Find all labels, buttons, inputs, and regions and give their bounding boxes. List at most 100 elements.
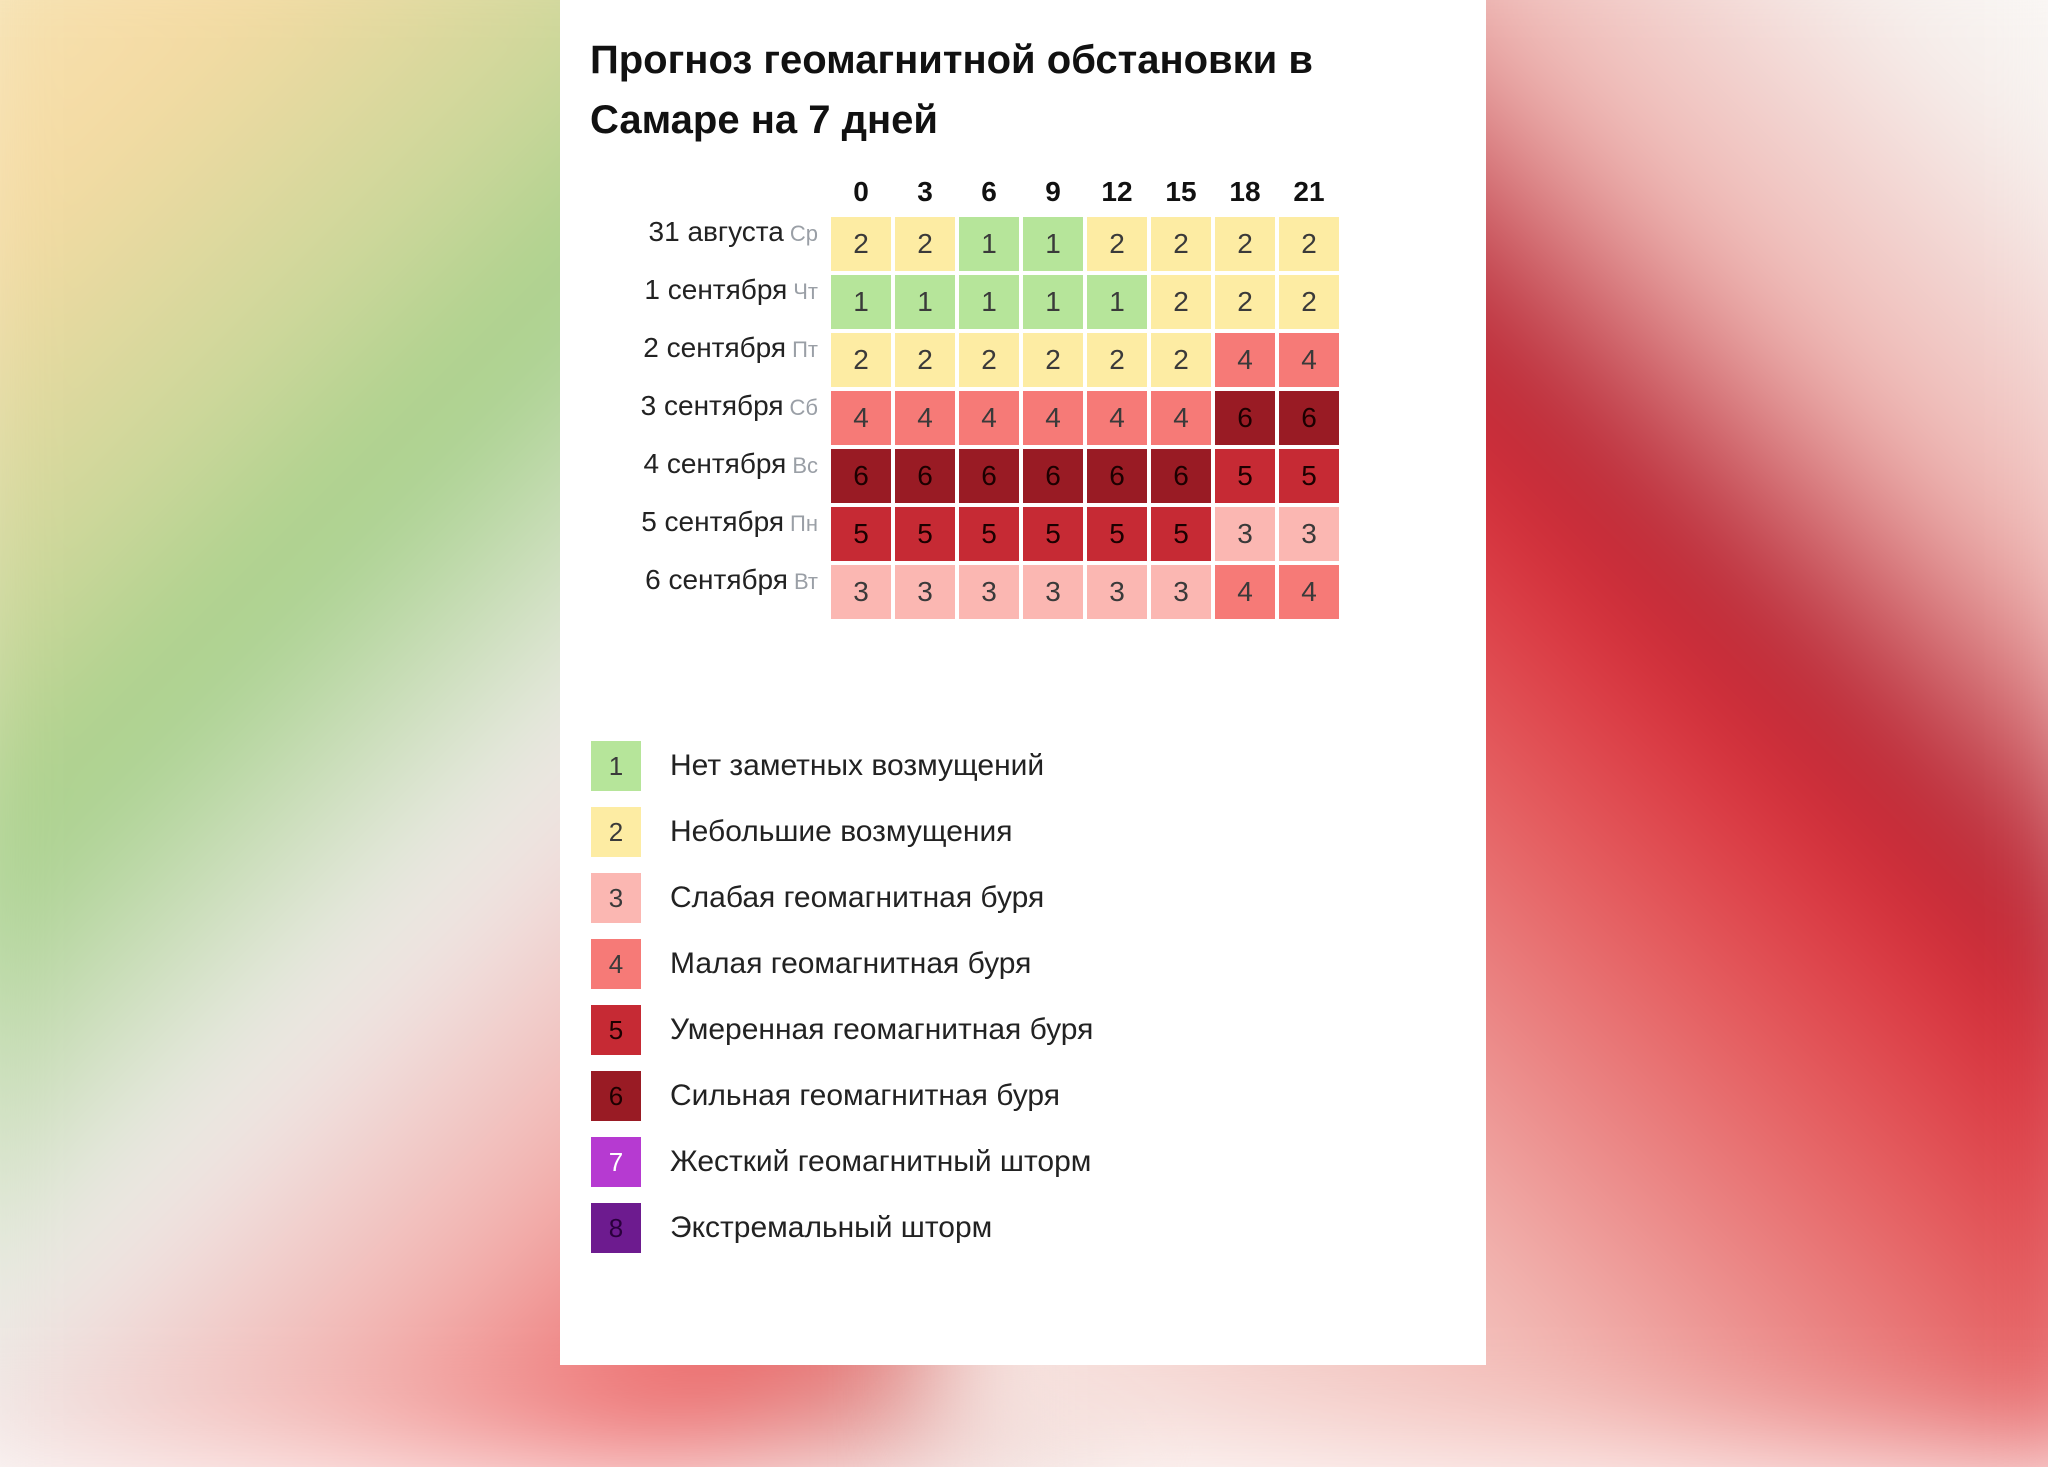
heatmap-cell: 5 [894, 506, 956, 562]
heatmap-cell: 2 [1278, 274, 1340, 330]
hour-header: 18 [1214, 176, 1276, 208]
row-day-of-week: Вт [794, 569, 818, 595]
heatmap-cell: 2 [1214, 274, 1276, 330]
heatmap-cell: 5 [1022, 506, 1084, 562]
row-day-of-week: Пн [790, 511, 818, 537]
legend-row: 1 Нет заметных возмущений [590, 740, 1456, 792]
legend-swatch: 2 [590, 806, 642, 858]
legend-swatch: 4 [590, 938, 642, 990]
hours-header-row: 036912151821 [590, 176, 1456, 208]
heatmap-cell: 2 [1086, 216, 1148, 272]
heatmap-cell: 4 [894, 390, 956, 446]
legend-swatch: 5 [590, 1004, 642, 1056]
hour-header: 6 [958, 176, 1020, 208]
row-label: 3 сентябряСб [590, 390, 830, 446]
legend-swatch: 7 [590, 1136, 642, 1188]
row-date: 4 сентября [643, 448, 786, 480]
table-row: 4 сентябряВс66666655 [590, 448, 1456, 504]
heatmap-cell: 5 [958, 506, 1020, 562]
legend-label: Малая геомагнитная буря [670, 947, 1031, 981]
legend-label: Жесткий геомагнитный шторм [670, 1145, 1091, 1179]
legend-label: Экстремальный шторм [670, 1211, 992, 1245]
legend: 1 Нет заметных возмущений 2 Небольшие возму… [590, 740, 1456, 1254]
heatmap-cell: 6 [1278, 390, 1340, 446]
heatmap-cell: 4 [1086, 390, 1148, 446]
legend-label: Небольшие возмущения [670, 815, 1012, 849]
heatmap-cell: 3 [1278, 506, 1340, 562]
legend-label: Нет заметных возмущений [670, 749, 1044, 783]
row-label: 6 сентябряВт [590, 564, 830, 620]
row-date: 2 сентября [643, 332, 786, 364]
card-title: Прогноз геомагнитной обстановки в Самаре… [590, 30, 1456, 150]
row-day-of-week: Вс [792, 453, 818, 479]
row-day-of-week: Чт [793, 279, 818, 305]
legend-row: 3Слабая геомагнитная буря [590, 872, 1456, 924]
row-day-of-week: Сб [790, 395, 819, 421]
heatmap-cell: 4 [1214, 332, 1276, 388]
heatmap-cell: 5 [830, 506, 892, 562]
legend-row: 2 Небольшие возмущения [590, 806, 1456, 858]
legend-swatch: 8 [590, 1202, 642, 1254]
row-label: 2 сентябряПт [590, 332, 830, 388]
heatmap-cell: 3 [830, 564, 892, 620]
heatmap-grid: 036912151821 31 августаСр221122221 сентя… [590, 176, 1456, 620]
table-row: 6 сентябряВт33333344 [590, 564, 1456, 620]
heatmap-cell: 2 [830, 216, 892, 272]
table-row: 3 сентябряСб44444466 [590, 390, 1456, 446]
legend-row: 4 Малая геомагнитная буря [590, 938, 1456, 990]
legend-row: 7 Жесткий геомагнитный шторм [590, 1136, 1456, 1188]
heatmap-cell: 1 [1022, 216, 1084, 272]
table-row: 31 августаСр22112222 [590, 216, 1456, 272]
heatmap-cell: 2 [958, 332, 1020, 388]
heatmap-cell: 6 [1086, 448, 1148, 504]
hour-header: 0 [830, 176, 892, 208]
heatmap-cell: 3 [1086, 564, 1148, 620]
heatmap-cell: 3 [1214, 506, 1276, 562]
heatmap-cell: 6 [830, 448, 892, 504]
row-label: 4 сентябряВс [590, 448, 830, 504]
heatmap-cell: 2 [1150, 332, 1212, 388]
heatmap-cell: 2 [894, 216, 956, 272]
heatmap-cell: 2 [830, 332, 892, 388]
heatmap-cell: 5 [1150, 506, 1212, 562]
table-row: 5 сентябряПн55555533 [590, 506, 1456, 562]
forecast-card: Прогноз геомагнитной обстановки в Самаре… [560, 0, 1486, 1365]
heatmap-cell: 4 [1022, 390, 1084, 446]
legend-row: 5Умеренная геомагнитная буря [590, 1004, 1456, 1056]
row-date: 3 сентября [641, 390, 784, 422]
row-date: 1 сентября [644, 274, 787, 306]
legend-swatch: 1 [590, 740, 642, 792]
row-date: 6 сентября [645, 564, 788, 596]
hour-header: 3 [894, 176, 956, 208]
heatmap-cell: 3 [894, 564, 956, 620]
heatmap-cell: 4 [830, 390, 892, 446]
row-day-of-week: Ср [790, 221, 818, 247]
heatmap-cell: 6 [1022, 448, 1084, 504]
heatmap-cell: 3 [1022, 564, 1084, 620]
heatmap-cell: 1 [958, 274, 1020, 330]
heatmap-cell: 4 [1278, 564, 1340, 620]
hour-header: 21 [1278, 176, 1340, 208]
row-date: 31 августа [649, 216, 784, 248]
heatmap-cell: 4 [1278, 332, 1340, 388]
row-label: 5 сентябряПн [590, 506, 830, 562]
heatmap-cell: 3 [958, 564, 1020, 620]
heatmap-cell: 4 [1150, 390, 1212, 446]
heatmap-cell: 6 [894, 448, 956, 504]
heatmap-cell: 5 [1086, 506, 1148, 562]
hour-header: 15 [1150, 176, 1212, 208]
heatmap-cell: 1 [1086, 274, 1148, 330]
heatmap-cell: 5 [1278, 448, 1340, 504]
heatmap-cell: 5 [1214, 448, 1276, 504]
row-label: 31 августаСр [590, 216, 830, 272]
hour-header: 9 [1022, 176, 1084, 208]
legend-label: Сильная геомагнитная буря [670, 1079, 1060, 1113]
heatmap-cell: 1 [894, 274, 956, 330]
heatmap-cell: 2 [1278, 216, 1340, 272]
row-label: 1 сентябряЧт [590, 274, 830, 330]
heatmap-cell: 4 [1214, 564, 1276, 620]
heatmap-cell: 4 [958, 390, 1020, 446]
heatmap-cell: 2 [1150, 216, 1212, 272]
table-row: 1 сентябряЧт11111222 [590, 274, 1456, 330]
heatmap-cell: 2 [1150, 274, 1212, 330]
